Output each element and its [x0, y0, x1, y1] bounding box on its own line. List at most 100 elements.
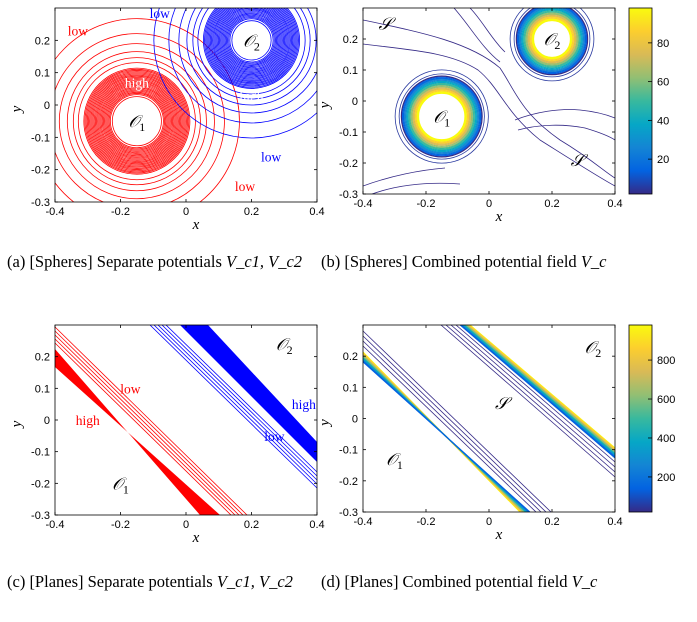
annotation-low: low: [68, 24, 89, 39]
annotation-low: low: [150, 6, 171, 21]
y-axis-label: y: [317, 419, 333, 428]
x-tick-label: -0.2: [417, 198, 436, 210]
obstacle-O1: [111, 96, 162, 147]
caption-b: (b) [Spheres] Combined potential field V…: [321, 251, 629, 272]
colorbar-b: 80 60 40 20: [628, 7, 669, 195]
y-tick-label: -0.2: [339, 476, 358, 488]
y-tick-label: -0.1: [31, 447, 50, 459]
x-axis-label: x: [495, 527, 503, 543]
x-axis-label: x: [192, 217, 200, 233]
caption-c-text: (c) [Planes] Separate potentials: [7, 572, 217, 591]
series-O2-band: [180, 325, 317, 462]
y-tick-label: 0.2: [343, 351, 358, 363]
colorbar-tick-label: 20: [657, 154, 669, 166]
x-tick-label: 0: [183, 519, 189, 531]
x-tick-label: 0.2: [544, 198, 559, 210]
x-tick-label: -0.4: [46, 519, 65, 531]
axes-b: -0.4 -0.2 0 0.2 0.4 0.2 0.1 0 -0.1 -0.2 -0.3 x y: [317, 7, 623, 225]
contours-d: [363, 325, 615, 512]
x-tick-label: -0.4: [46, 206, 65, 218]
axes-c: -0.4 -0.2 0 0.2 0.4 0.2 0.1 0 -0.1 -0.2 -0.3 x y: [9, 324, 325, 546]
y-tick-label: 0: [352, 414, 358, 426]
caption-d-text: (d) [Planes] Combined potential field: [321, 572, 572, 591]
region-label-S-2: 𝒮: [378, 15, 396, 35]
x-tick-label: -0.4: [354, 198, 373, 210]
series-O1: [55, 18, 240, 202]
colorbar-tick-label: 60: [657, 77, 669, 89]
annotation-high: high: [76, 413, 100, 428]
y-tick-label: -0.3: [339, 189, 358, 201]
y-tick-label: 0: [44, 415, 50, 427]
caption-d-math: V_c: [571, 572, 598, 591]
x-tick-label: 0.4: [607, 198, 622, 210]
y-tick-label: 0.1: [343, 382, 358, 394]
caption-c-math: V_c1, V_c2: [216, 572, 293, 591]
x-axis-label: x: [495, 209, 503, 225]
x-tick-label: 0.4: [607, 516, 622, 528]
x-tick-label: 0.4: [309, 519, 324, 531]
caption-d: (d) [Planes] Combined potential field V_…: [321, 571, 629, 592]
colorbar-tick-label: 200: [657, 472, 675, 484]
annotation-low: low: [261, 150, 282, 165]
caption-b-math: V_c: [580, 252, 607, 271]
annotation-low: low: [120, 381, 141, 396]
obstacle-O2: [532, 19, 572, 59]
obstacle-O1: [417, 91, 467, 142]
y-tick-label: 0.1: [35, 383, 50, 395]
colorbar-tick-label: 600: [657, 394, 675, 406]
caption-a: (a) [Spheres] Separate potentials V_c1, …: [7, 251, 315, 272]
annotation-low: low: [235, 179, 256, 194]
y-tick-label: -0.1: [339, 445, 358, 457]
x-tick-label: 0.2: [544, 516, 559, 528]
x-tick-label: 0.2: [244, 519, 259, 531]
caption-a-text: (a) [Spheres] Separate potentials: [7, 252, 226, 271]
region-label-O1: 𝒪1: [112, 474, 129, 496]
colorbar-tick-label: 800: [657, 355, 675, 367]
colorbar-d: 800 600 400 200: [628, 324, 675, 513]
x-axis-label: x: [192, 530, 200, 546]
region-label-S-3: 𝒮: [571, 151, 589, 171]
caption-b-text: (b) [Spheres] Combined potential field: [321, 252, 581, 271]
y-tick-label: -0.3: [339, 507, 358, 519]
y-tick-label: -0.2: [31, 165, 50, 177]
x-tick-label: -0.2: [111, 519, 130, 531]
annotation-high: high: [239, 88, 263, 103]
colorbar-tick-label: 400: [657, 433, 675, 445]
annotation-high: high: [125, 75, 149, 90]
y-axis-label: y: [9, 105, 25, 114]
y-tick-label: -0.2: [339, 158, 358, 170]
contours-c: [55, 325, 317, 515]
x-tick-label: -0.4: [354, 516, 373, 528]
y-tick-label: 0: [352, 96, 358, 108]
y-tick-label: -0.3: [31, 510, 50, 522]
y-tick-label: 0: [44, 100, 50, 112]
caption-c: (c) [Planes] Separate potentials V_c1, V…: [7, 571, 315, 592]
y-tick-label: -0.1: [31, 132, 50, 144]
x-tick-label: 0.4: [309, 206, 324, 218]
region-label-O2: 𝒪2: [585, 338, 602, 360]
annotation-low: low: [264, 429, 285, 444]
region-label-S: 𝒮: [495, 394, 513, 414]
x-tick-label: 0: [486, 198, 492, 210]
y-tick-label: 0.2: [35, 352, 50, 364]
region-label-O1: 𝒪1: [386, 450, 403, 472]
series-O1-band: [55, 349, 220, 515]
colorbar-tick-label: 40: [657, 115, 669, 127]
y-tick-label: 0.1: [35, 68, 50, 80]
y-tick-label: -0.1: [339, 127, 358, 139]
axes-d: -0.4 -0.2 0 0.2 0.4 0.2 0.1 0 -0.1 -0.2 -0.3 x y: [317, 324, 623, 543]
y-tick-label: 0.2: [35, 35, 50, 47]
x-tick-label: -0.2: [417, 516, 436, 528]
x-tick-label: 0: [486, 516, 492, 528]
y-tick-label: 0.1: [343, 65, 358, 77]
colorbar-tick-label: 80: [657, 38, 669, 50]
series-O2: [153, 8, 317, 139]
y-tick-label: -0.3: [31, 197, 50, 209]
obstacle-O2: [231, 20, 272, 61]
y-axis-label: y: [9, 420, 25, 429]
y-axis-label: y: [317, 101, 333, 110]
caption-a-math: V_c1, V_c2: [226, 252, 303, 271]
x-tick-label: 0.2: [244, 206, 259, 218]
